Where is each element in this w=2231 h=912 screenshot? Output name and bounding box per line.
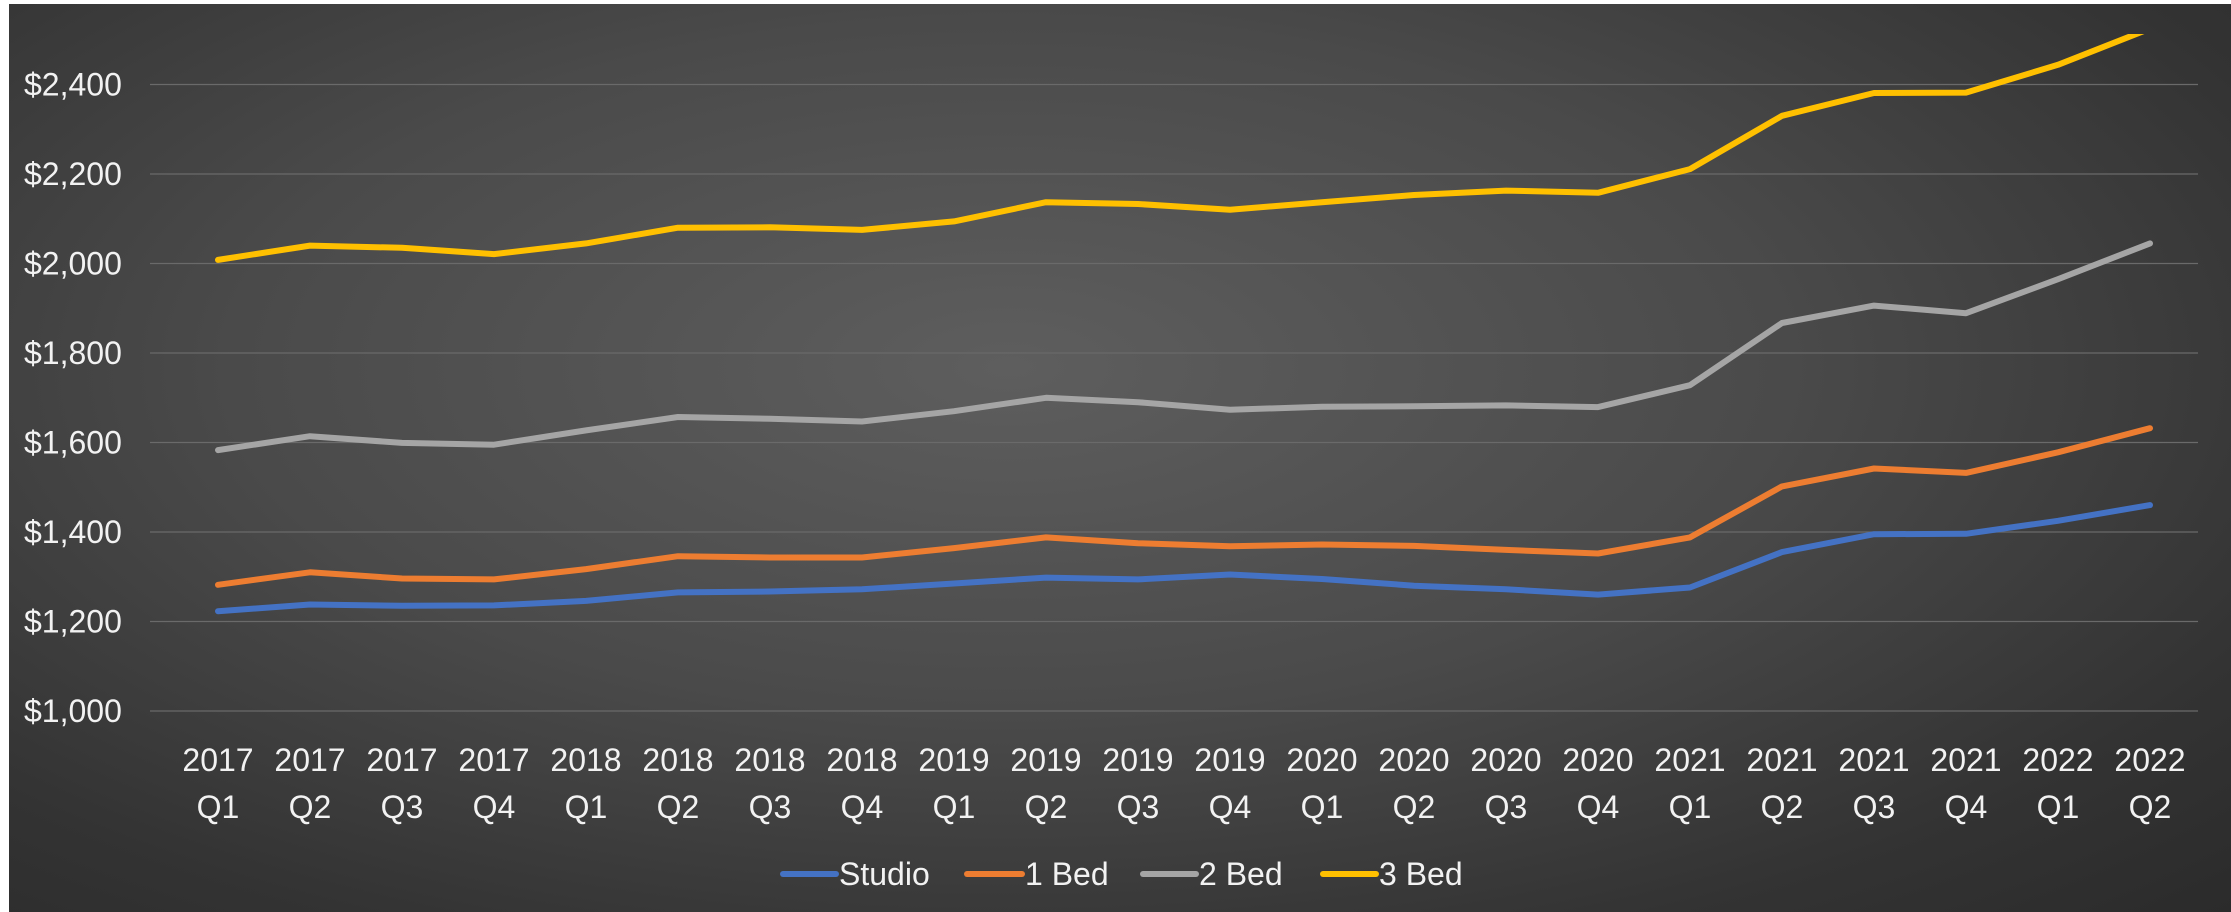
x-tick-label-year: 2017 (366, 742, 437, 778)
x-tick-label-quarter: Q1 (1301, 789, 1344, 825)
x-tick-label-year: 2019 (918, 742, 989, 778)
x-tick-label-quarter: Q1 (2037, 789, 2080, 825)
x-tick-label-year: 2018 (550, 742, 621, 778)
x-tick-label-quarter: Q2 (657, 789, 700, 825)
x-tick-label-quarter: Q1 (565, 789, 608, 825)
x-tick-label-year: 2022 (2114, 742, 2185, 778)
x-tick-label-quarter: Q1 (1669, 789, 1712, 825)
x-tick-label-year: 2019 (1102, 742, 1173, 778)
x-tick-label-quarter: Q2 (289, 789, 332, 825)
x-tick-label-quarter: Q4 (1577, 789, 1620, 825)
x-tick-label-year: 2020 (1286, 742, 1357, 778)
x-tick-label-year: 2021 (1746, 742, 1817, 778)
x-tick-label-year: 2020 (1470, 742, 1541, 778)
x-tick-label-year: 2019 (1010, 742, 1081, 778)
x-tick-label-year: 2017 (458, 742, 529, 778)
x-tick-label-quarter: Q1 (197, 789, 240, 825)
x-tick-label-quarter: Q2 (1393, 789, 1436, 825)
legend-label: 1 Bed (1025, 856, 1109, 892)
legend-label: 3 Bed (1379, 856, 1463, 892)
x-tick-label-quarter: Q4 (473, 789, 516, 825)
x-tick-label-quarter: Q4 (1945, 789, 1988, 825)
x-tick-label-quarter: Q1 (933, 789, 976, 825)
x-tick-label-year: 2021 (1838, 742, 1909, 778)
x-tick-label-quarter: Q4 (1209, 789, 1252, 825)
series-line-1-bed (215, 425, 2153, 588)
y-tick-label: $1,000 (24, 693, 122, 729)
x-tick-label-year: 2022 (2022, 742, 2093, 778)
x-tick-label-year: 2020 (1378, 742, 1449, 778)
x-axis-ticks: 2017 Q1 2017 Q2 2017 Q3 2017 Q4 2018 Q1 2018 Q2 2018… (182, 742, 2185, 825)
x-tick-label-year: 2018 (826, 742, 897, 778)
chart-area (9, 4, 2231, 912)
x-tick-label-quarter: Q4 (841, 789, 884, 825)
gridlines (150, 83, 2198, 712)
series-line-studio (215, 502, 2153, 615)
legend: Studio 1 Bed 2 Bed 3 Bed (780, 856, 1463, 892)
legend-label: 2 Bed (1199, 856, 1283, 892)
x-tick-label-quarter: Q3 (381, 789, 424, 825)
x-tick-label-quarter: Q3 (1853, 789, 1896, 825)
x-tick-label-quarter: Q2 (1761, 789, 1804, 825)
x-tick-label-year: 2018 (642, 742, 713, 778)
x-tick-label-year: 2020 (1562, 742, 1633, 778)
x-tick-label-year: 2017 (274, 742, 345, 778)
x-tick-label-quarter: Q3 (1117, 789, 1160, 825)
y-tick-label: $1,400 (24, 514, 122, 550)
x-tick-label-quarter: Q2 (1025, 789, 1068, 825)
x-tick-label-year: 2017 (182, 742, 253, 778)
x-tick-label-quarter: Q2 (2129, 789, 2172, 825)
x-tick-label-year: 2021 (1654, 742, 1725, 778)
x-tick-label-year: 2018 (734, 742, 805, 778)
y-tick-label: $1,200 (24, 604, 122, 640)
x-tick-label-quarter: Q3 (1485, 789, 1528, 825)
series-line-2-bed (215, 240, 2153, 454)
x-tick-label-year: 2021 (1930, 742, 2001, 778)
y-tick-label: $1,600 (24, 425, 122, 461)
y-tick-label: $2,400 (24, 67, 122, 103)
series-line-3-bed (215, 34, 2145, 263)
y-tick-label: $2,000 (24, 246, 122, 282)
y-axis-ticks: $1,000 $1,200 $1,400 $1,600 $1,800 $2,000 $2,2… (24, 67, 122, 730)
series-lines (215, 34, 2153, 615)
x-tick-label-quarter: Q3 (749, 789, 792, 825)
y-tick-label: $2,200 (24, 156, 122, 192)
y-tick-label: $1,800 (24, 335, 122, 371)
x-tick-label-year: 2019 (1194, 742, 1265, 778)
legend-label: Studio (839, 856, 930, 892)
